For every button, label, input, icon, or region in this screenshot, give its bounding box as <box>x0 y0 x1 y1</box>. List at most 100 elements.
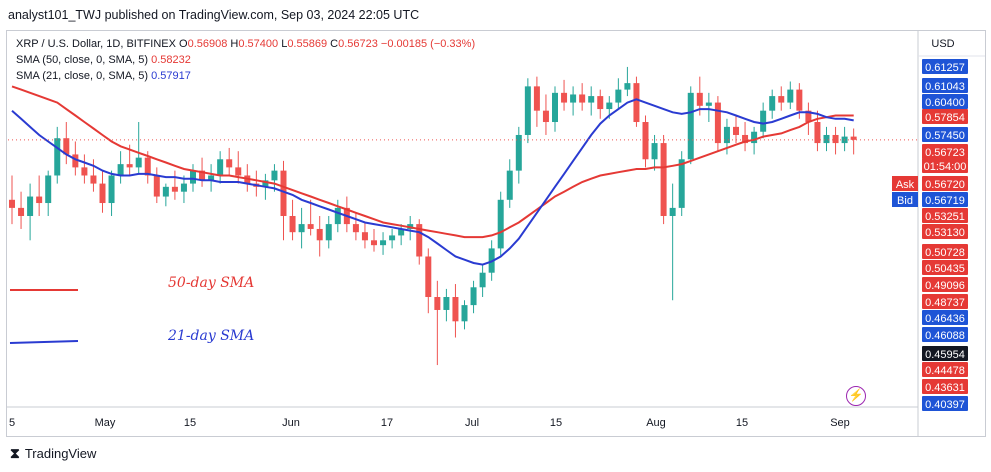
candle-body <box>533 86 540 111</box>
price-tick-label: 0.45954 <box>925 349 965 361</box>
candle-body <box>226 159 233 168</box>
candle-body <box>371 240 377 246</box>
price-tag-bg <box>922 78 968 93</box>
price-tick-label: 0.53130 <box>925 227 965 239</box>
candle-body <box>723 126 730 144</box>
candle-body <box>597 96 604 110</box>
candle-body <box>524 86 531 135</box>
candle-body <box>27 196 34 216</box>
candle-body <box>325 224 332 241</box>
candle-body <box>434 297 441 310</box>
price-tick-label: 0.57854 <box>925 112 965 124</box>
candle-body <box>669 207 676 216</box>
candle-body <box>561 92 568 103</box>
candle-body <box>171 186 178 192</box>
candle-body <box>497 199 504 249</box>
candle-body <box>117 164 124 176</box>
candle-body <box>262 180 269 187</box>
candle-body <box>217 159 224 176</box>
price-tag-bg <box>922 310 968 325</box>
price-tag-bg <box>922 396 968 411</box>
legend-ohlc-row: XRP / U.S. Dollar, 1D, BITFINEX O0.56908… <box>16 36 475 52</box>
candle-body <box>90 175 97 184</box>
legend-sma21-row: SMA (21, close, 0, SMA, 5) 0.57917 <box>16 68 475 84</box>
candle-body <box>81 167 88 176</box>
currency-button[interactable]: USD <box>931 38 955 50</box>
price-tick-label: 0.46088 <box>925 330 965 342</box>
candle-body <box>542 110 549 123</box>
candle-body <box>99 183 106 204</box>
candle-body <box>380 240 387 246</box>
legend-low: 0.55869 <box>287 38 328 50</box>
footer: ⧗ TradingView <box>10 445 96 462</box>
candle-body <box>126 164 133 168</box>
footer-brand: TradingView <box>24 446 97 461</box>
tradingview-logo-icon: ⧗ <box>10 445 20 461</box>
price-tick-label: 0.50728 <box>925 247 965 259</box>
price-tick-label: 0.40397 <box>925 399 965 411</box>
candle-body <box>190 170 196 184</box>
price-tag-bg <box>922 224 968 239</box>
sma50-annotation: 50-day SMA <box>168 275 255 291</box>
ask-label: Ask <box>896 179 915 191</box>
legend-sma21-value: 0.57917 <box>151 70 191 82</box>
candle-body <box>334 207 341 225</box>
time-tick-label: 17 <box>381 417 393 429</box>
candle-body <box>135 157 142 168</box>
time-tick-label: 15 <box>736 417 748 429</box>
price-tick-label: 01:54:00 <box>924 161 967 173</box>
chart-legend: XRP / U.S. Dollar, 1D, BITFINEX O0.56908… <box>16 36 475 84</box>
price-tick-label: 0.61257 <box>925 62 965 74</box>
candle-body <box>769 96 776 111</box>
candle-body <box>36 196 43 204</box>
price-tag-bg <box>922 260 968 275</box>
candle-body <box>470 287 477 306</box>
price-tick-label: 0.49096 <box>925 280 965 292</box>
candle-body <box>832 134 839 144</box>
sma21-line <box>11 98 854 266</box>
publish-header: analyst101_TWJ published on TradingView.… <box>0 0 991 30</box>
candle-body <box>144 157 151 176</box>
candle-body <box>696 92 703 106</box>
legend-close-label: C <box>330 38 339 50</box>
time-tick-label: Jul <box>465 417 479 429</box>
candle-body <box>660 143 667 216</box>
price-tag-bg <box>922 327 968 342</box>
price-tag-bg <box>922 144 968 159</box>
price-tick-label: 0.44478 <box>925 365 965 377</box>
time-tick-label: Jun <box>282 417 300 429</box>
legend-sma50-label: SMA (50, close, 0, SMA, 5) <box>16 54 149 66</box>
time-tick-label: 15 <box>184 417 196 429</box>
candle-body <box>588 96 595 103</box>
price-tick-label: 0.61043 <box>925 81 965 93</box>
price-tag-bg <box>922 277 968 292</box>
candle-body <box>298 224 305 233</box>
candle-body <box>633 83 640 123</box>
price-tag-bg <box>922 192 968 207</box>
candle-body <box>63 138 70 155</box>
candle-body <box>54 138 61 176</box>
candle-body <box>515 134 522 171</box>
bid-label: Bid <box>897 195 913 207</box>
price-tag-bg <box>922 176 968 191</box>
candle-body <box>461 305 468 322</box>
price-tag-bg <box>922 244 968 259</box>
time-tick-label: May <box>95 417 116 429</box>
candle-body <box>570 94 577 103</box>
legend-sma50-row: SMA (50, close, 0, SMA, 5) 0.58232 <box>16 52 475 68</box>
candle-body <box>398 228 405 236</box>
candle-body <box>72 154 79 168</box>
lightning-icon[interactable]: ⚡ <box>846 386 866 406</box>
legend-open: 0.56908 <box>187 38 228 50</box>
time-tick-label: 5 <box>9 417 15 429</box>
candle-body <box>361 232 368 241</box>
candle-body <box>814 122 821 144</box>
candle-body <box>479 272 486 288</box>
candle-body <box>760 110 767 132</box>
legend-symbol: XRP / U.S. Dollar, 1D, BITFINEX <box>16 38 176 50</box>
candle-body <box>235 167 242 176</box>
price-tag-bg <box>922 208 968 223</box>
candle-body <box>742 134 749 144</box>
price-tick-label: 0.60400 <box>925 97 965 109</box>
